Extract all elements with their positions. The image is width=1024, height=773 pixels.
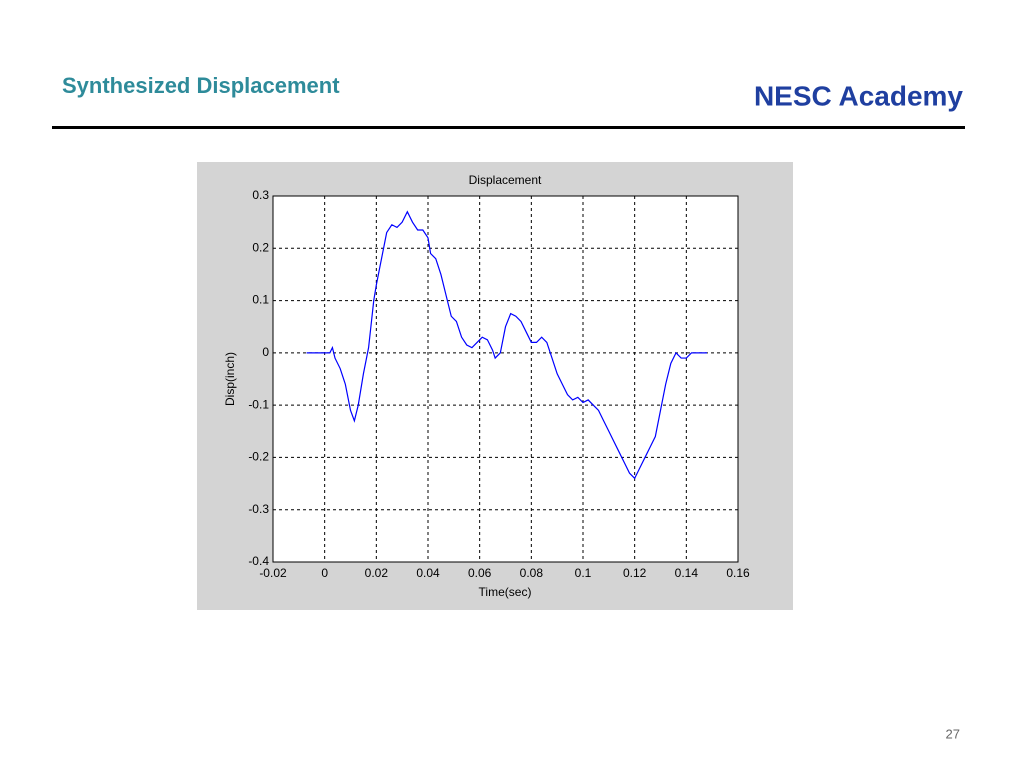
y-tick-label: -0.3	[248, 502, 269, 516]
data-line	[306, 210, 707, 480]
brand: NESC Academy	[754, 80, 963, 111]
chart-title: Displacement	[469, 173, 542, 187]
x-tick-label: 0	[321, 566, 328, 580]
x-axis-label: Time(sec)	[479, 585, 532, 599]
y-tick-label: 0.3	[252, 188, 269, 202]
page-number: 27	[946, 726, 960, 741]
divider	[52, 126, 965, 129]
y-tick-label: 0.2	[252, 240, 269, 254]
x-tick-label: -0.02	[259, 566, 287, 580]
y-tick-label: -0.1	[248, 397, 269, 411]
x-tick-label: 0.08	[520, 566, 544, 580]
x-tick-label: 0.14	[675, 566, 699, 580]
y-tick-label: 0	[262, 345, 269, 359]
x-tick-label: 0.1	[575, 566, 592, 580]
x-tick-label: 0.04	[416, 566, 440, 580]
x-tick-label: 0.16	[726, 566, 750, 580]
x-tick-label: 0.02	[365, 566, 389, 580]
y-tick-label: -0.2	[248, 450, 269, 464]
y-tick-label: -0.4	[248, 554, 269, 568]
x-tick-label: 0.06	[468, 566, 492, 580]
x-tick-label: 0.12	[623, 566, 647, 580]
slide-title: Synthesized Displacement	[62, 73, 340, 98]
plot-area	[272, 195, 739, 563]
y-axis-label: Disp(inch)	[223, 352, 237, 406]
y-tick-label: 0.1	[252, 293, 269, 307]
